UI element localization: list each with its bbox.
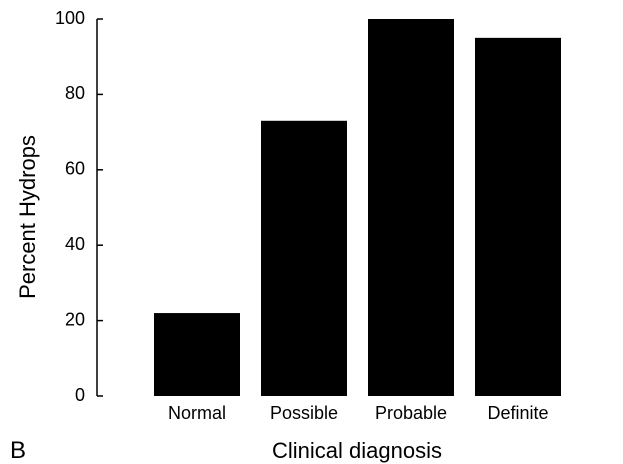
x-tick-label-probable: Probable	[375, 403, 447, 423]
y-axis: 0 20 40 60 80 100	[55, 8, 103, 405]
y-tick-label: 60	[65, 159, 85, 179]
y-tick-label: 0	[75, 385, 85, 405]
panel-label: B	[10, 437, 26, 464]
y-tick-label: 40	[65, 234, 85, 254]
bar-possible	[261, 120, 347, 396]
x-axis-tick-labels: Normal Possible Probable Definite	[168, 403, 549, 423]
x-tick-label-possible: Possible	[270, 403, 338, 423]
y-tick-label: 80	[65, 83, 85, 103]
bar-definite	[475, 37, 561, 396]
x-axis-label: Clinical diagnosis	[272, 438, 442, 463]
x-tick-label-definite: Definite	[487, 403, 548, 423]
y-axis-label: Percent Hydrops	[15, 135, 40, 299]
y-tick-label: 100	[55, 8, 85, 28]
x-tick-label-normal: Normal	[168, 403, 226, 423]
bar-probable	[368, 19, 454, 396]
bar-normal	[154, 313, 240, 396]
bars	[154, 19, 561, 396]
y-tick-label: 20	[65, 309, 85, 329]
